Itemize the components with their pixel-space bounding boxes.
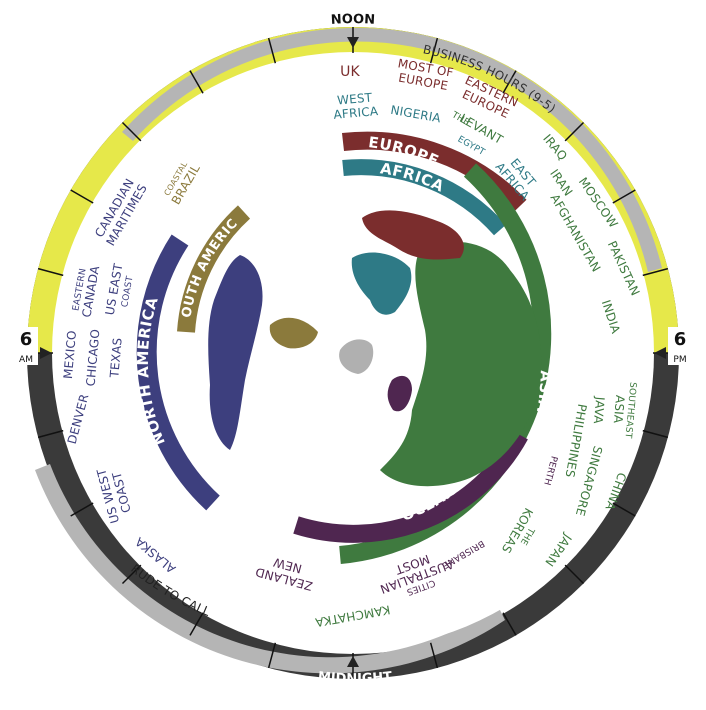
hour-tick — [429, 642, 439, 669]
hour-tick — [502, 70, 517, 94]
six-pm-marker-icon — [654, 347, 666, 359]
place-uk: UK — [340, 64, 360, 80]
hour-tick — [564, 564, 585, 585]
place-west-africa: WEST AFRICA — [333, 90, 379, 122]
six-pm-plate — [668, 327, 692, 365]
svg-text:ASIA: ASIA — [611, 394, 627, 424]
svg-text:AFRICA: AFRICA — [333, 104, 379, 122]
six-am-marker-icon — [40, 347, 52, 359]
place-southeast-asia: SOUTHEAST ASIA — [611, 382, 638, 439]
midnight-label: MIDNIGHT — [317, 669, 393, 686]
north-america-landmass — [208, 255, 263, 450]
place-java: JAVA — [591, 395, 607, 425]
hour-tick — [121, 564, 142, 585]
business-hours-band — [122, 27, 662, 272]
noon-label: NOON — [330, 12, 375, 28]
europe-arc — [341, 131, 527, 213]
australia-landmass — [387, 375, 412, 412]
svg-text:WEST: WEST — [337, 90, 374, 107]
hour-tick — [37, 429, 64, 439]
midnight-marker-icon — [347, 656, 359, 667]
hour-tick — [642, 429, 669, 439]
africa-arc — [342, 159, 506, 236]
hour-tick — [502, 612, 517, 636]
svg-text:SOUTHEAST: SOUTHEAST — [623, 382, 638, 439]
hour-tick — [429, 37, 439, 64]
north-america-arc — [136, 234, 220, 511]
africa-landmass — [351, 252, 412, 315]
oceania-arc — [293, 430, 528, 543]
hour-tick — [189, 612, 204, 636]
place-chicago: CHICAGO — [84, 328, 103, 386]
six-pm-suffix: PM — [673, 355, 686, 365]
hour-tick — [121, 121, 142, 142]
six-pm-number: 6 — [674, 329, 687, 350]
hour-tick — [267, 642, 277, 669]
asia-landmass — [380, 241, 542, 487]
hour-tick — [70, 189, 94, 204]
antarctica-landmass — [339, 339, 374, 374]
hour-tick — [612, 502, 636, 517]
hour-tick — [642, 267, 669, 277]
europe-landmass — [362, 210, 464, 260]
polar-world-map — [208, 210, 542, 487]
place-texas: TEXAS — [107, 337, 125, 379]
hour-tick — [189, 70, 204, 94]
six-am-number: 6 — [20, 329, 33, 350]
place-mexico: MEXICO — [61, 330, 79, 380]
region-arcs — [136, 131, 552, 564]
south-america-landmass — [269, 317, 318, 349]
noon-marker-icon — [347, 37, 359, 48]
six-am-plate — [14, 327, 38, 365]
hour-tick — [267, 37, 277, 64]
south-america-arc — [177, 205, 251, 333]
hour-tick — [612, 189, 636, 204]
hour-tick — [70, 502, 94, 517]
hour-tick — [37, 267, 64, 277]
hour-tick — [564, 121, 585, 142]
six-am-suffix: AM — [19, 355, 33, 365]
